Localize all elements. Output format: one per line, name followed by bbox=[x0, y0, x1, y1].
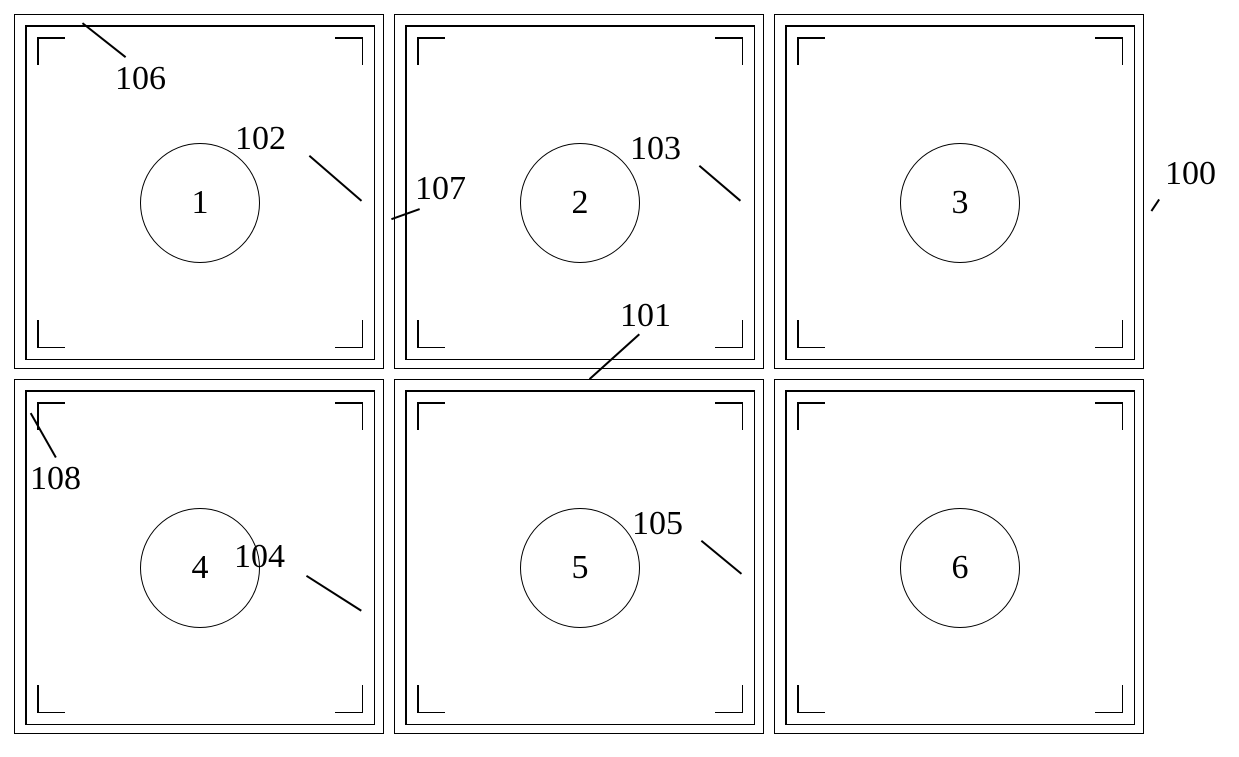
circle-label-6: 6 bbox=[952, 549, 969, 587]
callout-105: 105 bbox=[632, 505, 683, 543]
callout-107: 107 bbox=[415, 170, 466, 208]
circle-2: 2 bbox=[520, 143, 640, 263]
circle-1: 1 bbox=[140, 143, 260, 263]
circle-label-2: 2 bbox=[572, 184, 589, 222]
callout-100: 100 bbox=[1165, 155, 1216, 193]
circle-label-4: 4 bbox=[192, 549, 209, 587]
tile-1: 1 bbox=[14, 14, 384, 369]
callout-103: 103 bbox=[630, 130, 681, 168]
callout-104: 104 bbox=[234, 538, 285, 576]
tile-5: 5 bbox=[394, 379, 764, 734]
circle-3: 3 bbox=[900, 143, 1020, 263]
diagram-canvas: 1 2 3 4 5 6 100 101 102 103 104 105 106 107 108 bbox=[0, 0, 1239, 757]
callout-106: 106 bbox=[115, 60, 166, 98]
tile-3: 3 bbox=[774, 14, 1144, 369]
circle-5: 5 bbox=[520, 508, 640, 628]
circle-label-1: 1 bbox=[192, 184, 209, 222]
callout-108: 108 bbox=[30, 460, 81, 498]
leader-100 bbox=[1151, 199, 1160, 212]
tile-6: 6 bbox=[774, 379, 1144, 734]
callout-101: 101 bbox=[620, 297, 671, 335]
tile-4: 4 bbox=[14, 379, 384, 734]
callout-102: 102 bbox=[235, 120, 286, 158]
circle-label-3: 3 bbox=[952, 184, 969, 222]
circle-6: 6 bbox=[900, 508, 1020, 628]
circle-label-5: 5 bbox=[572, 549, 589, 587]
